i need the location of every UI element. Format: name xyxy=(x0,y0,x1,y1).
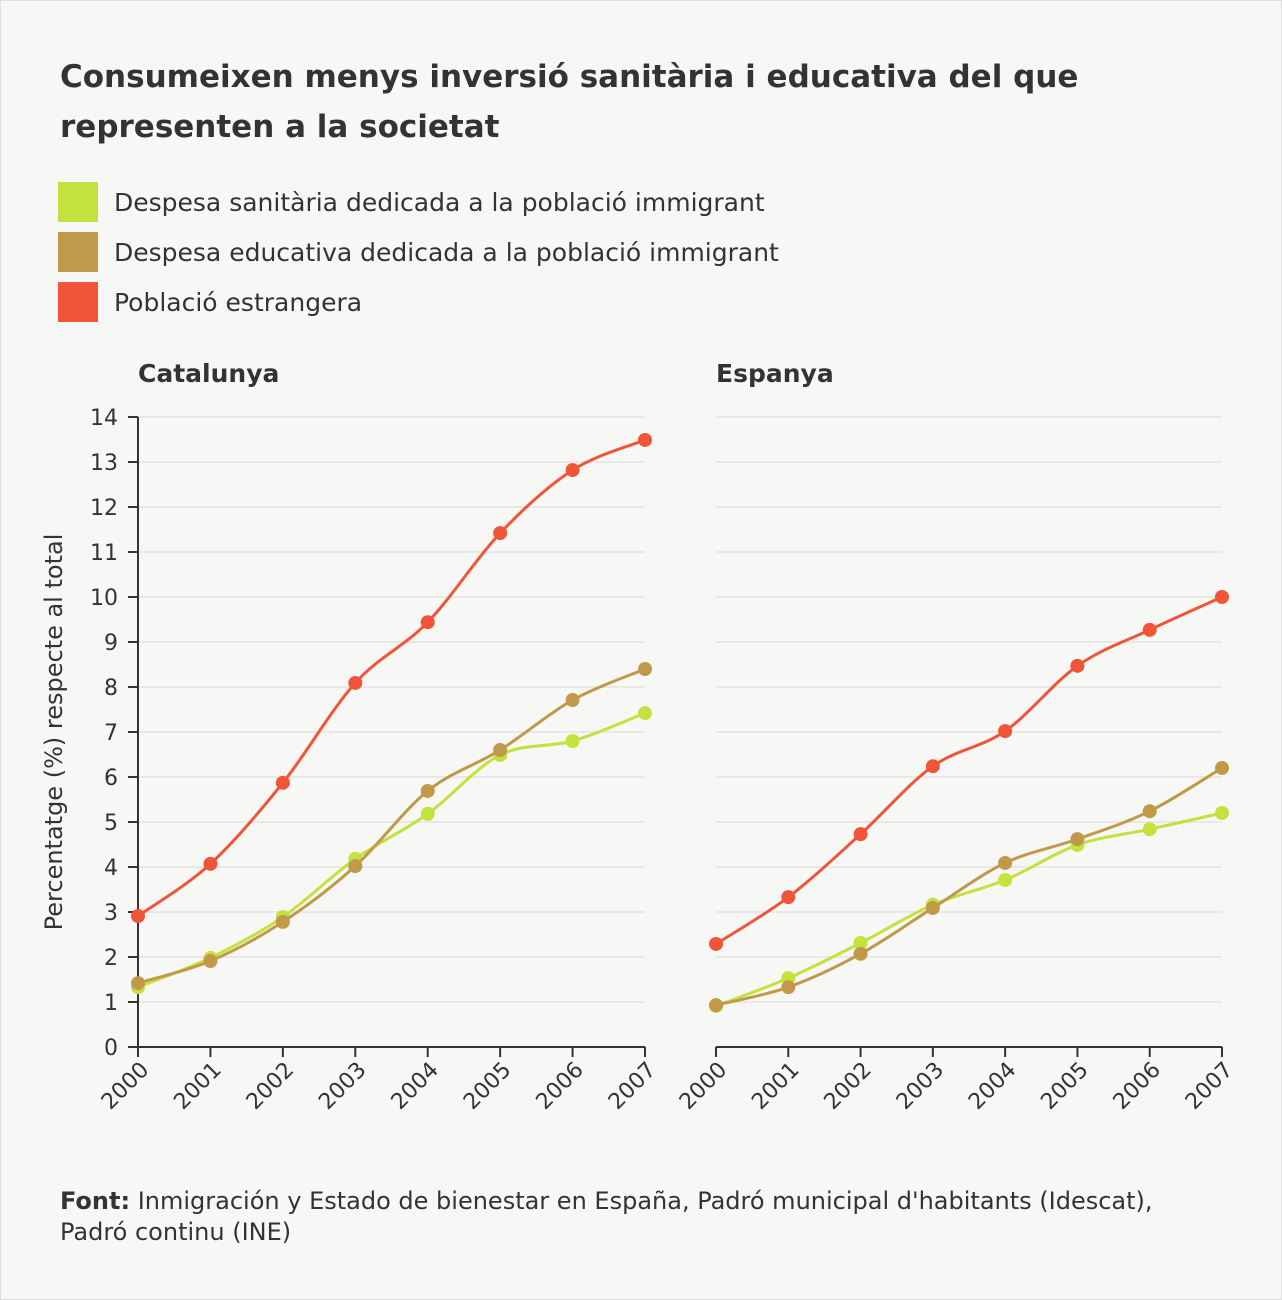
data-point xyxy=(1215,761,1229,775)
y-tick-label: 10 xyxy=(90,586,118,611)
series-line xyxy=(137,438,646,918)
data-point xyxy=(203,856,218,871)
series-line xyxy=(715,811,1223,1008)
x-tick-label: 2006 xyxy=(1109,1058,1166,1115)
y-tick-label: 8 xyxy=(104,676,118,701)
data-point xyxy=(853,827,868,842)
data-point xyxy=(638,432,652,447)
series-line xyxy=(137,711,646,989)
data-point xyxy=(131,976,145,991)
data-point xyxy=(420,806,435,821)
data-point xyxy=(420,615,435,630)
data-point xyxy=(998,724,1013,739)
legend-item-health: Despesa sanitària dedicada a la població… xyxy=(58,177,779,227)
chart-title: Consumeixen menys inversió sanitària i e… xyxy=(60,59,1079,145)
y-tick-label: 1 xyxy=(104,991,118,1016)
x-tick-label: 2001 xyxy=(169,1058,226,1115)
legend-item-population: Població estrangera xyxy=(58,277,779,327)
data-point xyxy=(275,775,290,790)
data-point xyxy=(1070,658,1085,673)
x-tick-label: 2007 xyxy=(1181,1058,1238,1115)
series-line xyxy=(715,595,1223,946)
data-point xyxy=(709,998,723,1013)
y-tick-label: 12 xyxy=(90,496,118,521)
x-tick-label: 2002 xyxy=(242,1058,299,1115)
x-tick-label: 2003 xyxy=(314,1058,371,1115)
source-text: Inmigración y Estado de bienestar en Esp… xyxy=(60,1187,1153,1246)
legend-label: Despesa sanitària dedicada a la població… xyxy=(114,187,765,217)
data-point xyxy=(565,734,580,748)
data-point xyxy=(348,859,363,874)
data-point xyxy=(1142,822,1157,837)
y-axis-label: Percentatge (%) respecte al total xyxy=(40,534,68,931)
y-tick-label: 0 xyxy=(104,1036,118,1061)
y-tick-label: 6 xyxy=(104,766,118,791)
x-tick-label: 2007 xyxy=(604,1058,661,1115)
y-tick-label: 4 xyxy=(104,856,118,881)
x-tick-label: 2004 xyxy=(387,1058,444,1115)
y-tick-label: 3 xyxy=(104,901,118,926)
data-point xyxy=(1142,622,1157,637)
legend-swatch xyxy=(58,182,98,222)
x-tick-label: 2005 xyxy=(459,1058,516,1115)
panel-title-espanya: Espanya xyxy=(716,359,834,388)
x-tick-label: 2001 xyxy=(747,1058,804,1115)
x-tick-label: 2004 xyxy=(964,1058,1021,1115)
source-note: Font: Inmigración y Estado de bienestar … xyxy=(60,1186,1160,1248)
y-tick-label: 11 xyxy=(90,541,118,566)
y-tick-label: 13 xyxy=(90,451,118,476)
legend-swatch xyxy=(58,232,98,272)
y-tick-label: 5 xyxy=(104,811,118,836)
data-point xyxy=(925,759,940,774)
data-point xyxy=(565,463,580,478)
source-label: Font: xyxy=(60,1187,131,1215)
data-point xyxy=(493,743,508,757)
x-tick-label: 2000 xyxy=(675,1058,732,1115)
legend-item-education: Despesa educativa dedicada a la població… xyxy=(58,227,779,277)
data-point xyxy=(781,980,796,995)
data-point xyxy=(781,890,796,905)
data-point xyxy=(853,936,868,951)
series-line xyxy=(137,667,646,985)
x-tick-label: 2006 xyxy=(532,1058,589,1115)
series-line xyxy=(715,766,1223,1007)
y-tick-label: 7 xyxy=(104,721,118,746)
data-point xyxy=(638,706,652,721)
data-point xyxy=(1215,590,1229,604)
legend-label: Població estrangera xyxy=(114,287,363,317)
y-tick-label: 14 xyxy=(90,406,118,431)
data-point xyxy=(493,526,508,541)
x-tick-label: 2002 xyxy=(820,1058,877,1115)
data-point xyxy=(203,954,218,969)
data-point xyxy=(565,693,580,708)
y-tick-label: 2 xyxy=(104,946,118,971)
data-point xyxy=(275,914,290,929)
legend-label: Despesa educativa dedicada a la població… xyxy=(114,237,779,267)
data-point xyxy=(925,900,940,915)
data-point xyxy=(638,662,652,676)
data-point xyxy=(998,855,1013,870)
y-tick-label: 9 xyxy=(104,631,118,656)
x-tick-label: 2000 xyxy=(97,1058,154,1115)
data-point xyxy=(998,873,1013,888)
panel-title-catalunya: Catalunya xyxy=(138,359,279,388)
data-point xyxy=(1142,804,1157,819)
data-point xyxy=(420,783,435,798)
data-point xyxy=(709,936,723,951)
data-point xyxy=(348,675,363,690)
legend: Despesa sanitària dedicada a la població… xyxy=(58,177,779,327)
data-point xyxy=(131,909,145,924)
data-point xyxy=(1215,806,1229,820)
x-tick-label: 2005 xyxy=(1036,1058,1093,1115)
data-point xyxy=(1070,832,1085,847)
legend-swatch xyxy=(58,282,98,322)
x-tick-label: 2003 xyxy=(892,1058,949,1115)
data-point xyxy=(853,946,868,961)
